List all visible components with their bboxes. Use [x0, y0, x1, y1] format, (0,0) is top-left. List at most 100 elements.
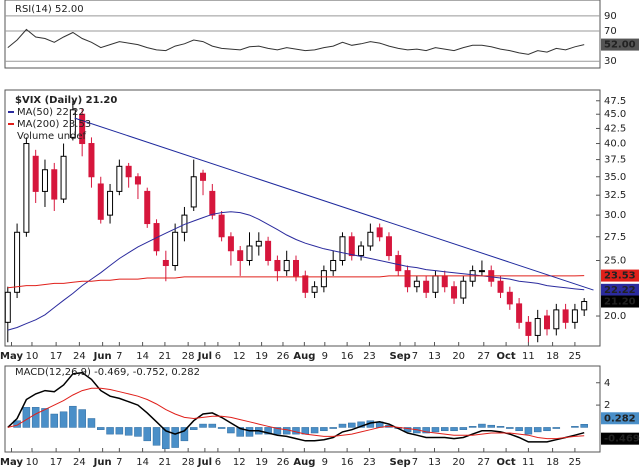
value-badge-label: 52.00: [604, 40, 636, 51]
x-tick-label: 14: [136, 351, 149, 362]
x-tick-label: 6: [215, 351, 221, 362]
candle-body: [497, 280, 504, 293]
candle-body: [144, 190, 151, 225]
histogram-bar: [338, 423, 347, 428]
histogram-bar: [478, 423, 486, 428]
x-tick-label: May: [0, 457, 23, 468]
x-tick-label: 26: [277, 351, 290, 362]
histogram-bar: [431, 427, 440, 433]
histogram-bar: [97, 427, 105, 430]
macd-line: [7, 387, 585, 440]
histogram-bar: [69, 405, 77, 428]
x-tick-label: 7: [412, 457, 418, 468]
histogram-bar: [310, 427, 319, 434]
x-tick-label: 7: [116, 457, 122, 468]
histogram-bar: [115, 427, 124, 435]
x-tick-label: Jul: [197, 351, 212, 362]
x-tick-label: Oct: [496, 351, 515, 362]
candle-body: [69, 109, 76, 138]
candle-body: [107, 190, 114, 216]
histogram-bar: [171, 427, 179, 448]
x-tick-label: Oct: [496, 457, 515, 468]
candle-body: [246, 245, 253, 261]
x-tick-label: 24: [73, 457, 86, 468]
moving-average: [7, 275, 585, 289]
x-tick-label: 16: [341, 457, 354, 468]
candle-body: [413, 280, 420, 288]
x-tick-label: 28: [182, 351, 195, 362]
y-tick-label: 90: [604, 11, 617, 22]
candle-body: [358, 245, 365, 257]
histogram-bar: [403, 427, 412, 433]
candle-body: [571, 309, 578, 323]
legend-label: MA(200) 23.53: [17, 119, 91, 130]
candle-body: [209, 190, 216, 216]
x-tick-label: 17: [50, 457, 63, 468]
y-tick-label: 4: [604, 378, 610, 389]
y-tick-label: 47.5: [604, 96, 626, 107]
x-tick-label: 25: [569, 457, 582, 468]
candle-body: [441, 275, 448, 288]
candle-body: [265, 240, 272, 261]
histogram-bar: [264, 427, 272, 435]
y-tick-label: 37.5: [604, 155, 626, 166]
panel-title: RSI(14) 52.00: [15, 4, 84, 15]
candle-body: [60, 155, 67, 200]
histogram-bar: [124, 427, 133, 436]
panel: [4, 365, 601, 453]
histogram-bar: [459, 427, 468, 430]
candle-body: [320, 270, 327, 288]
histogram-bar: [348, 422, 356, 428]
histogram-bar: [199, 423, 207, 428]
candle-body: [553, 309, 560, 330]
x-tick-label: Jul: [197, 457, 212, 468]
panel: [4, 89, 601, 347]
histogram-bar: [320, 427, 328, 432]
value-badge-label: 23.53: [604, 271, 636, 282]
y-tick-label: 45.0: [604, 109, 626, 120]
histogram-bar: [134, 427, 142, 437]
candle-body: [14, 231, 21, 293]
histogram-bar: [533, 427, 542, 433]
y-tick-label: 70: [604, 26, 617, 37]
candle-body: [460, 280, 467, 299]
x-tick-label: 13: [428, 457, 441, 468]
histogram-bar: [78, 409, 86, 428]
histogram-bar: [552, 427, 561, 429]
x-tick-label: 11: [522, 457, 535, 468]
candle-body: [274, 259, 281, 272]
histogram-bar: [143, 427, 151, 442]
candle-body: [255, 240, 262, 247]
histogram-bar: [245, 427, 254, 437]
x-tick-label: 23: [363, 457, 376, 468]
moving-average: [7, 211, 585, 331]
candle-body: [478, 270, 485, 273]
candle-body: [41, 169, 48, 192]
x-tick-label: 7: [412, 351, 418, 362]
histogram-bar: [152, 427, 161, 446]
candle-body: [423, 280, 430, 293]
histogram-bar: [571, 426, 579, 428]
panel: [4, 0, 601, 69]
x-tick-label: Sep: [390, 351, 411, 362]
value-badge: [601, 432, 639, 445]
x-tick-label: Aug: [293, 351, 315, 362]
x-tick-label: 9: [322, 351, 328, 362]
histogram-bar: [515, 427, 523, 432]
histogram-bar: [580, 424, 588, 428]
candle-body: [516, 303, 523, 323]
x-tick-label: 20: [452, 351, 465, 362]
candle-body: [339, 236, 346, 261]
legend-label: Volume undef: [17, 131, 87, 142]
candle-body: [125, 165, 132, 178]
histogram-bar: [468, 426, 477, 428]
histogram-bar: [440, 427, 449, 432]
y-tick-label: 20.0: [604, 311, 626, 322]
trendline: [74, 117, 594, 291]
candle-body: [544, 315, 551, 330]
histogram-bar: [22, 407, 31, 428]
legend-title: $VIX (Daily) 21.20: [15, 95, 117, 106]
rsi-line: [7, 28, 585, 55]
x-tick-label: 19: [255, 351, 268, 362]
